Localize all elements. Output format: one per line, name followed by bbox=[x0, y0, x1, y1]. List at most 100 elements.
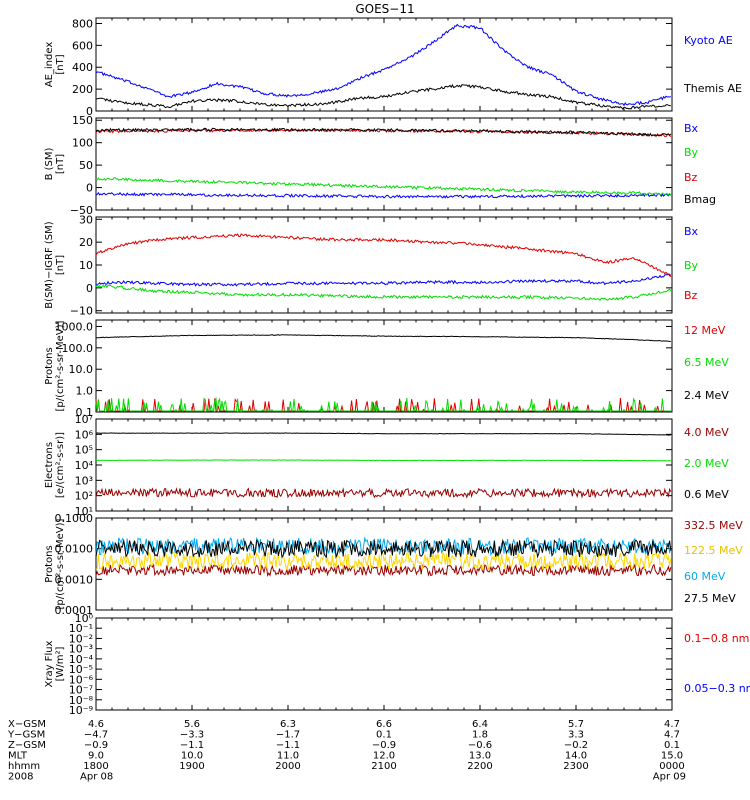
y-tick-label: 10⁻³ bbox=[69, 643, 93, 656]
ephemeris-value: 0.1 bbox=[376, 730, 392, 741]
ephemeris-value: 5.7 bbox=[568, 719, 584, 730]
y-tick-label: 10.0 bbox=[69, 363, 94, 376]
ephemeris-value: 3.3 bbox=[568, 730, 584, 741]
panel-2: −50 0 50 100 150 B (SM) [nT] Bx By Bz Bmag bbox=[44, 114, 716, 217]
legend-label: Themis AE bbox=[683, 82, 742, 95]
series-line bbox=[95, 23, 671, 107]
legend-label: Bmag bbox=[684, 193, 716, 206]
y-tick-label: 10⁶ bbox=[75, 428, 94, 441]
series-line bbox=[95, 127, 672, 137]
y-tick-label: 600 bbox=[72, 39, 93, 52]
y-tick-label: 0 bbox=[86, 105, 93, 118]
legend-label: 332.5 MeV bbox=[684, 519, 743, 532]
ephemeris-value: Apr 08 bbox=[80, 772, 113, 783]
ephemeris-value: 4.7 bbox=[664, 719, 680, 730]
y-axis-label: [p/(cm²-s-sr-MeV)] bbox=[55, 320, 66, 411]
y-tick-label: 10⁻⁴ bbox=[69, 653, 94, 666]
series-line bbox=[95, 83, 671, 110]
y-tick-label: 10⁻⁹ bbox=[69, 704, 93, 717]
legend-label: 6.5 MeV bbox=[684, 356, 729, 369]
ephemeris-value: −3.3 bbox=[180, 730, 204, 741]
legend-label: Bx bbox=[684, 122, 699, 135]
ephemeris-row-label: X−GSM bbox=[8, 719, 46, 730]
y-tick-label: 10⁻¹ bbox=[69, 622, 93, 635]
ephemeris-value: 1.8 bbox=[472, 730, 488, 741]
y-tick-label: 1000.0 bbox=[55, 320, 94, 333]
legend-label: 0.6 MeV bbox=[684, 488, 729, 501]
series-line bbox=[95, 334, 671, 342]
ephemeris-value: −1.1 bbox=[276, 740, 300, 751]
ephemeris-row-label: 2008 bbox=[8, 772, 33, 783]
y-tick-label: 10⁻² bbox=[69, 632, 93, 645]
y-tick-label: 0.1000 bbox=[55, 512, 94, 525]
series-line bbox=[95, 550, 672, 571]
y-axis-label: Electrons bbox=[44, 442, 55, 488]
ephemeris-value: 4.7 bbox=[664, 730, 680, 741]
y-axis-label: Protons bbox=[44, 347, 55, 384]
y-axis-label: B(SM)−IGRF (SM) bbox=[44, 221, 55, 308]
y-tick-label: −10 bbox=[70, 305, 93, 318]
y-tick-label: 10 bbox=[79, 259, 93, 272]
legend-label: 0.05−0.3 nm bbox=[684, 682, 750, 695]
ephemeris-value: −0.6 bbox=[468, 740, 492, 751]
legend-label: 2.0 MeV bbox=[684, 457, 729, 470]
y-axis-label: Xray Flux bbox=[44, 640, 55, 687]
panel-frame bbox=[95, 17, 673, 112]
y-axis-label: [W/m²] bbox=[55, 646, 66, 681]
legend-label: 2.4 MeV bbox=[684, 389, 729, 402]
series-line bbox=[95, 538, 672, 559]
panel-frame bbox=[95, 319, 673, 413]
y-axis-label: [e/(cm²-s-sr)] bbox=[55, 432, 66, 498]
series-line bbox=[95, 536, 672, 556]
ephemeris-value: 11.0 bbox=[277, 751, 299, 762]
ephemeris-value: 0.1 bbox=[664, 740, 680, 751]
ephemeris-value: −1.1 bbox=[180, 740, 204, 751]
ephemeris-value: 9.0 bbox=[88, 751, 104, 762]
y-tick-label: 10² bbox=[75, 490, 93, 503]
y-axis-label: Protons bbox=[44, 545, 55, 582]
y-tick-label: 10⁻⁵ bbox=[69, 663, 93, 676]
y-tick-label: 800 bbox=[72, 17, 93, 30]
ephemeris-value: 2300 bbox=[563, 761, 588, 772]
series-line bbox=[95, 459, 671, 462]
panel-frame bbox=[95, 617, 673, 711]
ephemeris-value: −0.9 bbox=[372, 740, 396, 751]
y-tick-label: 0 bbox=[86, 282, 93, 295]
ephemeris-value: 6.6 bbox=[376, 719, 392, 730]
y-axis-label: AE_index bbox=[44, 42, 55, 88]
ephemeris-value: 13.0 bbox=[469, 751, 491, 762]
series-line bbox=[95, 233, 672, 278]
y-tick-label: 0.0100 bbox=[55, 543, 94, 556]
legend-label: Bz bbox=[684, 289, 698, 302]
ephemeris-value: 12.0 bbox=[373, 751, 395, 762]
y-tick-label: 10⁵ bbox=[75, 444, 93, 457]
y-tick-label: 50 bbox=[79, 159, 93, 172]
ephemeris-value: 5.6 bbox=[184, 719, 200, 730]
legend-label: 27.5 MeV bbox=[684, 592, 736, 605]
y-tick-label: 10⁴ bbox=[75, 459, 94, 472]
y-tick-label: 30 bbox=[79, 213, 93, 226]
panel-4: 0.1 1.0 10.0 100.0 1000.0 Protons [p/(cm²-s-sr… bbox=[44, 319, 729, 419]
y-tick-label: 10³ bbox=[75, 474, 93, 487]
ephemeris-value: 4.6 bbox=[88, 719, 104, 730]
y-axis-label: [nT] bbox=[55, 154, 66, 174]
y-tick-label: 10⁻⁸ bbox=[69, 694, 94, 707]
y-tick-label: 10¹ bbox=[75, 505, 93, 518]
y-tick-label: 0.0010 bbox=[55, 573, 94, 586]
ephemeris-value: 2100 bbox=[371, 761, 396, 772]
ephemeris-value: 6.4 bbox=[472, 719, 488, 730]
ephemeris-row-label: Z−GSM bbox=[8, 740, 46, 751]
legend-label: 122.5 MeV bbox=[684, 544, 743, 557]
series-line bbox=[95, 191, 672, 199]
series-line bbox=[95, 563, 672, 577]
legend-label: 12 MeV bbox=[684, 324, 726, 337]
ephemeris-axis: X−GSMY−GSMZ−GSMMLThhmm20084.6−4.7−0.99.0… bbox=[7, 719, 686, 783]
ephemeris-row-label: hhmm bbox=[8, 761, 40, 772]
ephemeris-value: Apr 09 bbox=[653, 772, 686, 783]
y-axis-label: [nT] bbox=[55, 54, 66, 74]
y-tick-label: 1.0 bbox=[76, 385, 94, 398]
panel-6: 0.0001 0.0010 0.0100 0.1000 Protons [p/(cm²-s… bbox=[44, 512, 743, 617]
y-tick-label: 400 bbox=[72, 61, 93, 74]
